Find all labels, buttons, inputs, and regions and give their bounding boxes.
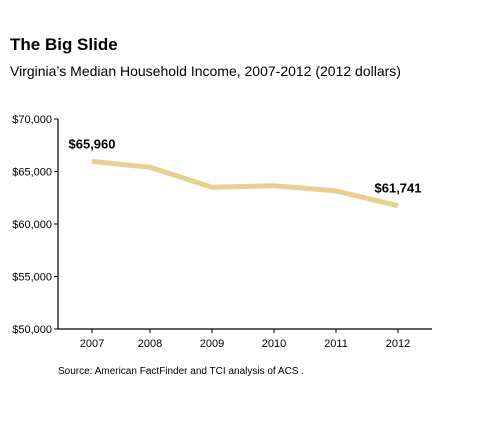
data-label: $65,960 bbox=[69, 136, 116, 151]
y-tick-label: $65,000 bbox=[12, 167, 52, 179]
x-tick-label: 2010 bbox=[262, 338, 286, 350]
y-tick-label: $55,000 bbox=[12, 272, 52, 284]
x-tick-label: 2008 bbox=[138, 338, 162, 350]
x-tick-label: 2007 bbox=[80, 338, 104, 350]
x-tick-label: 2009 bbox=[200, 338, 224, 350]
chart-title: The Big Slide bbox=[10, 35, 118, 54]
source-note: Source: American FactFinder and TCI anal… bbox=[58, 366, 305, 377]
series-line bbox=[91, 158, 399, 209]
x-tick-label: 2011 bbox=[324, 338, 348, 350]
y-tick-label: $60,000 bbox=[12, 219, 52, 231]
data-labels: $65,960 $61,741 bbox=[69, 136, 422, 195]
x-tick-label: 2012 bbox=[386, 338, 410, 350]
series-layer bbox=[91, 158, 399, 209]
y-axis-ticks: $50,000 $55,000 $60,000 $65,000 $70,000 bbox=[12, 114, 58, 336]
data-label: $61,741 bbox=[375, 181, 422, 196]
y-tick-label: $70,000 bbox=[12, 114, 52, 126]
chart-subtitle: Virginia’s Median Household Income, 2007… bbox=[10, 63, 401, 79]
x-axis-ticks: 2007 2008 2009 2010 2011 2012 bbox=[80, 329, 410, 350]
y-tick-label: $50,000 bbox=[12, 324, 52, 336]
